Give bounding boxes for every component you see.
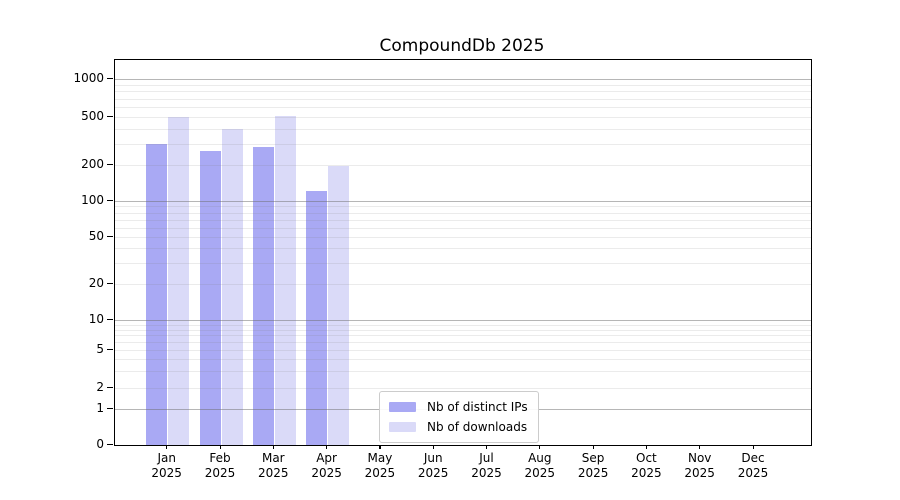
x-tick-label-jul-2025: Jul 2025 (471, 451, 502, 480)
minor-gridline-6 (115, 342, 811, 344)
legend: Nb of distinct IPs Nb of downloads (379, 391, 539, 443)
minor-gridline-2 (115, 388, 811, 389)
y-tick-label-1000: 1000 (73, 71, 104, 85)
y-tick-label-500: 500 (81, 109, 104, 123)
y-tick-label-5: 5 (96, 342, 104, 356)
minor-gridline-200 (115, 165, 811, 166)
legend-item-downloads: Nb of downloads (389, 417, 528, 437)
x-tick-label-apr-2025: Apr 2025 (311, 451, 342, 480)
minor-gridline-500 (115, 117, 811, 118)
y-tick-mark-10 (107, 318, 113, 320)
x-tick-label-feb-2025: Feb 2025 (204, 451, 236, 480)
minor-gridline-600 (115, 107, 811, 108)
x-tick-label-jan-2025: Jan 2025 (151, 451, 182, 480)
chart-title: CompoundDb 2025 (379, 36, 545, 56)
y-tick-mark-100 (107, 199, 113, 201)
y-tick-mark-20 (107, 282, 113, 284)
x-tick-mark-jan-2025 (166, 445, 168, 449)
minor-gridline-40 (115, 248, 811, 250)
x-tick-mark-jun-2025 (432, 445, 434, 449)
minor-gridline-20 (115, 284, 811, 285)
x-tick-mark-dec-2025 (752, 445, 754, 449)
x-tick-mark-oct-2025 (645, 445, 648, 449)
x-tick-label-aug-2025: Aug 2025 (524, 451, 556, 480)
legend-label-distinct-ips: Nb of distinct IPs (427, 400, 528, 414)
minor-gridline-700 (115, 98, 811, 100)
bar-distinct_ips-apr-2025 (306, 190, 328, 445)
minor-gridline-8 (115, 329, 811, 331)
y-tick-label-0: 0 (96, 437, 104, 451)
legend-item-distinct-ips: Nb of distinct IPs (389, 397, 528, 417)
y-tick-mark-50 (107, 235, 113, 237)
minor-gridline-70 (115, 219, 811, 221)
bar-distinct_ips-jan-2025 (146, 143, 168, 445)
legend-swatch-downloads (389, 422, 416, 432)
plot-area (114, 59, 812, 446)
major-gridline-1000 (115, 79, 811, 80)
y-tick-label-1: 1 (96, 401, 104, 415)
minor-gridline-800 (115, 91, 811, 93)
y-tick-mark-2 (107, 386, 113, 388)
x-tick-label-oct-2025: Oct 2025 (631, 451, 662, 480)
x-tick-label-nov-2025: Nov 2025 (684, 451, 715, 480)
minor-gridline-3 (115, 371, 811, 373)
minor-gridline-4 (115, 359, 811, 361)
x-tick-label-jun-2025: Jun 2025 (417, 451, 449, 480)
legend-swatch-distinct-ips (389, 402, 416, 412)
y-tick-label-200: 200 (81, 157, 104, 171)
minor-gridline-9 (115, 324, 811, 326)
major-gridline-100 (115, 201, 811, 202)
x-tick-mark-feb-2025 (219, 445, 221, 449)
major-gridline-10 (115, 320, 811, 321)
bar-distinct_ips-feb-2025 (199, 151, 221, 445)
y-tick-label-20: 20 (88, 276, 104, 290)
y-tick-mark-200 (107, 163, 113, 165)
bar-downloads-mar-2025 (274, 116, 296, 445)
x-tick-mark-aug-2025 (539, 445, 541, 449)
y-tick-mark-1 (107, 407, 113, 409)
y-tick-mark-500 (107, 115, 113, 117)
x-tick-label-dec-2025: Dec 2025 (737, 451, 769, 480)
bar-downloads-apr-2025 (328, 165, 350, 445)
minor-gridline-300 (115, 143, 811, 145)
y-tick-mark-1000 (107, 77, 113, 79)
minor-gridline-50 (115, 237, 811, 238)
minor-gridline-90 (115, 206, 811, 208)
minor-gridline-400 (115, 128, 811, 130)
x-tick-mark-nov-2025 (699, 445, 701, 449)
minor-gridline-80 (115, 212, 811, 214)
x-tick-mark-jul-2025 (486, 445, 488, 449)
bar-downloads-jan-2025 (168, 117, 190, 445)
x-tick-mark-mar-2025 (272, 445, 274, 449)
x-tick-mark-sep-2025 (592, 445, 594, 449)
minor-gridline-7 (115, 335, 811, 337)
bar-distinct_ips-mar-2025 (252, 147, 274, 445)
minor-gridline-900 (115, 84, 811, 86)
y-tick-label-10: 10 (88, 312, 104, 326)
minor-gridline-60 (115, 227, 811, 229)
x-tick-mark-may-2025 (379, 445, 381, 449)
y-tick-mark-5 (107, 348, 113, 350)
y-tick-label-2: 2 (96, 380, 104, 394)
x-tick-label-may-2025: May 2025 (364, 451, 396, 480)
y-tick-mark-0 (107, 443, 113, 445)
x-tick-label-mar-2025: Mar 2025 (258, 451, 289, 480)
bar-downloads-feb-2025 (221, 128, 243, 445)
legend-label-downloads: Nb of downloads (427, 420, 528, 434)
x-tick-mark-apr-2025 (326, 445, 328, 449)
y-tick-label-50: 50 (88, 229, 104, 243)
minor-gridline-30 (115, 263, 811, 265)
minor-gridline-5 (115, 350, 811, 351)
x-tick-label-sep-2025: Sep 2025 (577, 451, 609, 480)
y-tick-label-100: 100 (81, 193, 104, 207)
